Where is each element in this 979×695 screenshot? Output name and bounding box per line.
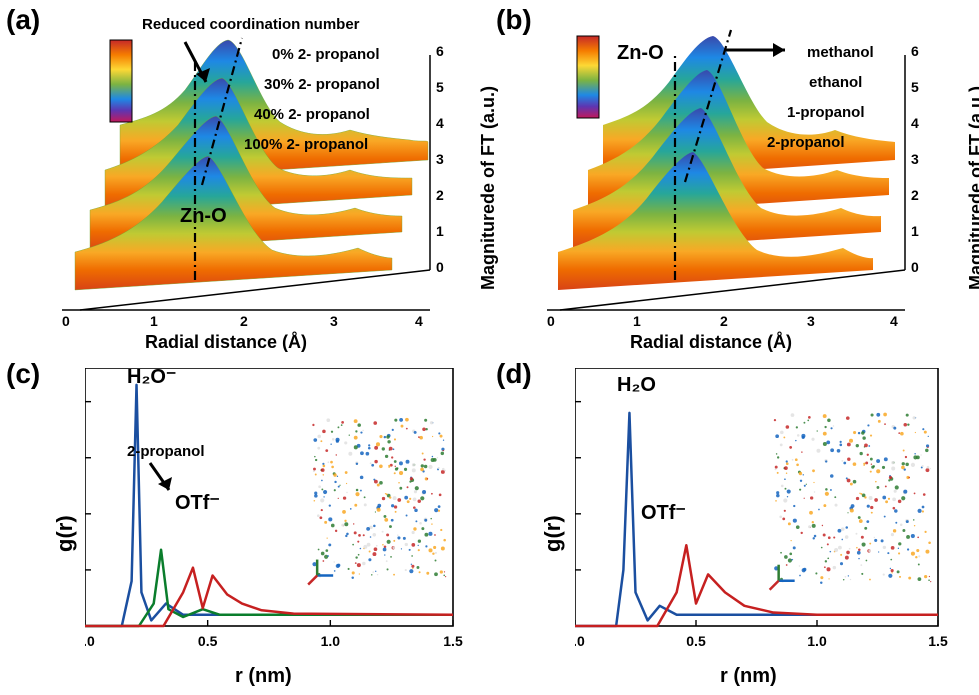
- panel-b-label: (b): [496, 4, 532, 36]
- panel-c-ylabel: g(r): [52, 515, 78, 552]
- panel-b-arrow-icon: [725, 43, 785, 57]
- panel-c-xlabel: r (nm): [235, 665, 292, 688]
- svg-text:0.0: 0.0: [575, 633, 585, 649]
- panel-a-series-1: 30% 2- propanol: [264, 76, 380, 93]
- panel-a-xlabel: Radial distance (Å): [145, 332, 307, 353]
- svg-text:3: 3: [330, 313, 338, 329]
- svg-text:4: 4: [415, 313, 423, 329]
- panel-b-ylabel: Magniturede of FT (a.u.): [966, 86, 979, 290]
- svg-text:1.5: 1.5: [928, 633, 948, 649]
- panel-d-ylabel: g(r): [540, 515, 566, 552]
- svg-text:1.5: 1.5: [443, 633, 463, 649]
- panel-d-h2o-label: H₂O: [617, 374, 656, 397]
- svg-text:6: 6: [436, 43, 444, 59]
- panel-a-series-3: 100% 2- propanol: [244, 136, 368, 153]
- svg-text:0.5: 0.5: [686, 633, 706, 649]
- panel-d-label: (d): [496, 358, 532, 390]
- panel-a-ylabel: Magniturede of FT (a.u.): [478, 86, 499, 290]
- panel-b-xticks: 0 1 2 3 4: [547, 313, 898, 329]
- svg-text:2: 2: [240, 313, 248, 329]
- panel-b-series-0: methanol: [807, 44, 874, 61]
- panel-b-zno-label: Zn-O: [617, 42, 664, 65]
- panel-d-xlabel: r (nm): [720, 665, 777, 688]
- panel-c-arrow-icon: [147, 460, 187, 500]
- svg-text:3: 3: [436, 151, 444, 167]
- panel-c: 0.00.51.01.505101520 H₂O⁻ 2-propanol OTf…: [85, 368, 485, 668]
- panel-a-series-0: 0% 2- propanol: [272, 46, 380, 63]
- svg-text:1: 1: [633, 313, 641, 329]
- panel-d-chart: 0.00.51.01.505101520: [575, 368, 970, 668]
- panel-c-label: (c): [6, 358, 40, 390]
- panel-a-label: (a): [6, 4, 40, 36]
- panel-c-h2o-label: H₂O⁻: [127, 364, 176, 389]
- svg-text:2: 2: [436, 187, 444, 203]
- svg-text:3: 3: [911, 151, 919, 167]
- svg-text:1.0: 1.0: [321, 633, 341, 649]
- panel-c-prop-label: 2-propanol: [127, 443, 205, 460]
- svg-text:1.0: 1.0: [807, 633, 827, 649]
- panel-d: 0.00.51.01.505101520 H₂O OTf⁻: [575, 368, 970, 668]
- panel-b-chart: 0 1 2 3 4 0 1 2 3 4 5 6: [535, 10, 965, 330]
- svg-text:0.5: 0.5: [198, 633, 218, 649]
- svg-text:4: 4: [911, 115, 919, 131]
- svg-text:0.0: 0.0: [85, 633, 95, 649]
- panel-c-chart: 0.00.51.01.505101520: [85, 368, 485, 668]
- svg-text:3: 3: [807, 313, 815, 329]
- panel-a-xticks: 0 1 2 3 4: [62, 313, 423, 329]
- panel-b-yticks: 0 1 2 3 4 5 6: [911, 43, 919, 275]
- svg-text:0: 0: [547, 313, 555, 329]
- svg-text:1: 1: [436, 223, 444, 239]
- svg-text:4: 4: [890, 313, 898, 329]
- svg-text:1: 1: [150, 313, 158, 329]
- panel-a-zno-label: Zn-O: [180, 205, 227, 228]
- panel-a-series-2: 40% 2- propanol: [254, 106, 370, 123]
- panel-d-otf-label: OTf⁻: [641, 500, 686, 525]
- svg-text:1: 1: [911, 223, 919, 239]
- panel-b-xlabel: Radial distance (Å): [630, 332, 792, 353]
- svg-text:2: 2: [911, 187, 919, 203]
- panel-a-chart: 0 1 2 3 4 0 1 2 3 4 5 6: [50, 10, 490, 330]
- panel-b: 0 1 2 3 4 0 1 2 3 4 5 6: [535, 10, 965, 330]
- panel-b-series-3: 2-propanol: [767, 134, 845, 151]
- svg-text:6: 6: [911, 43, 919, 59]
- panel-a-yticks: 0 1 2 3 4 5 6: [436, 43, 444, 275]
- panel-a: 0 1 2 3 4 0 1 2 3 4 5 6: [50, 10, 490, 330]
- panel-a-title: Reduced coordination number: [142, 16, 360, 33]
- svg-text:2: 2: [720, 313, 728, 329]
- svg-text:0: 0: [436, 259, 444, 275]
- svg-text:5: 5: [436, 79, 444, 95]
- svg-text:5: 5: [911, 79, 919, 95]
- svg-text:0: 0: [911, 259, 919, 275]
- svg-text:4: 4: [436, 115, 444, 131]
- panel-b-series-2: 1-propanol: [787, 104, 865, 121]
- svg-text:0: 0: [62, 313, 70, 329]
- panel-b-series-1: ethanol: [809, 74, 862, 91]
